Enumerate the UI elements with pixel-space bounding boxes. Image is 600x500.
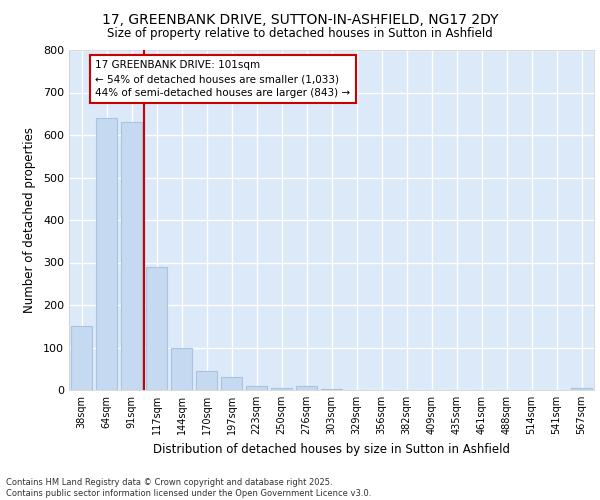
Bar — [246, 386, 267, 390]
Bar — [196, 371, 217, 390]
Bar — [296, 386, 317, 390]
Bar — [221, 377, 242, 390]
Bar — [271, 388, 292, 390]
X-axis label: Distribution of detached houses by size in Sutton in Ashfield: Distribution of detached houses by size … — [153, 442, 510, 456]
Text: Contains HM Land Registry data © Crown copyright and database right 2025.
Contai: Contains HM Land Registry data © Crown c… — [6, 478, 371, 498]
Bar — [71, 326, 92, 390]
Bar — [121, 122, 142, 390]
Text: 17 GREENBANK DRIVE: 101sqm
← 54% of detached houses are smaller (1,033)
44% of s: 17 GREENBANK DRIVE: 101sqm ← 54% of deta… — [95, 60, 350, 98]
Bar — [96, 118, 117, 390]
Bar — [571, 388, 592, 390]
Text: Size of property relative to detached houses in Sutton in Ashfield: Size of property relative to detached ho… — [107, 28, 493, 40]
Bar — [146, 267, 167, 390]
Y-axis label: Number of detached properties: Number of detached properties — [23, 127, 36, 313]
Text: 17, GREENBANK DRIVE, SUTTON-IN-ASHFIELD, NG17 2DY: 17, GREENBANK DRIVE, SUTTON-IN-ASHFIELD,… — [102, 12, 498, 26]
Bar — [171, 348, 192, 390]
Bar — [321, 388, 342, 390]
